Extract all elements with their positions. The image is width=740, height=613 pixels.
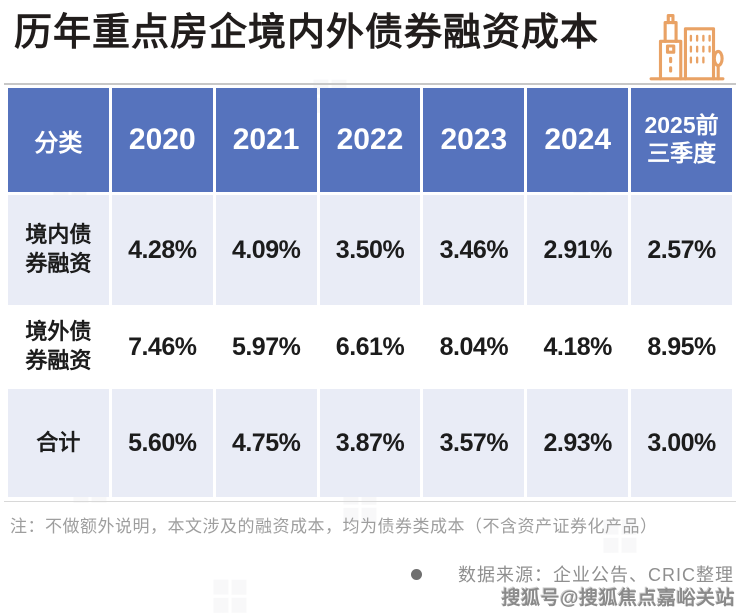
cell-value: 7.46% xyxy=(111,305,213,389)
title-divider-line xyxy=(4,83,736,85)
cell-value: 2.91% xyxy=(527,195,629,305)
cell-value: 4.09% xyxy=(215,195,317,305)
column-header: 2024 xyxy=(527,88,629,192)
cell-value: 2.57% xyxy=(631,195,732,305)
cell-value: 2.93% xyxy=(527,389,629,497)
cell-value: 3.50% xyxy=(319,195,421,305)
page-title: 历年重点房企境内外债券融资成本 xyxy=(14,12,600,54)
cell-value: 8.95% xyxy=(631,305,732,389)
cell-value: 3.46% xyxy=(423,195,525,305)
cell-value: 8.04% xyxy=(423,305,525,389)
cell-value: 4.18% xyxy=(527,305,629,389)
financing-cost-table: 分类 2020 2021 2022 2023 2024 2025前三季度 境内债券融资 4.2… xyxy=(8,88,732,497)
table-row: 境内债券融资 4.28% 4.09% 3.50% 3.46% 2.91% 2.57% xyxy=(8,195,732,305)
column-header: 2023 xyxy=(423,88,525,192)
cell-value: 5.97% xyxy=(215,305,317,389)
footnote: 注：不做额外说明，本文涉及的融资成本，均为债券类成本（不含资产证券化产品） xyxy=(10,517,658,536)
column-header: 分类 xyxy=(8,88,109,192)
row-label: 合计 xyxy=(8,389,109,497)
cell-value: 4.28% xyxy=(111,195,213,305)
buildings-icon xyxy=(649,14,725,81)
column-header: 2022 xyxy=(319,88,421,192)
cell-value: 4.75% xyxy=(215,389,317,497)
data-source-text: 数据来源：企业公告、CRIC整理 xyxy=(458,565,734,585)
table-bottom-divider xyxy=(4,501,736,502)
cell-value: 3.57% xyxy=(423,389,525,497)
column-header: 2025前三季度 xyxy=(631,88,732,192)
table-body: 境内债券融资 4.28% 4.09% 3.50% 3.46% 2.91% 2.57% 境外债券… xyxy=(8,195,732,497)
data-source-row: 数据来源：企业公告、CRIC整理 xyxy=(411,561,734,587)
cell-value: 3.00% xyxy=(631,389,732,497)
sohu-account-watermark: 搜狐号@搜狐焦点嘉峪关站 xyxy=(501,588,735,609)
cell-value: 6.61% xyxy=(319,305,421,389)
row-label: 境内债券融资 xyxy=(8,195,109,305)
header-bar: 历年重点房企境内外债券融资成本 xyxy=(14,10,726,82)
table-header-row: 分类 2020 2021 2022 2023 2024 2025前三季度 xyxy=(8,88,732,192)
cell-value: 3.87% xyxy=(319,389,421,497)
row-label: 境外债券融资 xyxy=(8,305,109,389)
table-row: 境外债券融资 7.46% 5.97% 6.61% 8.04% 4.18% 8.95% xyxy=(8,305,732,389)
column-header: 2020 xyxy=(111,88,213,192)
table-row: 合计 5.60% 4.75% 3.87% 3.57% 2.93% 3.00% xyxy=(8,389,732,497)
column-header: 2021 xyxy=(215,88,317,192)
bullet-icon xyxy=(411,568,422,580)
cell-value: 5.60% xyxy=(111,389,213,497)
